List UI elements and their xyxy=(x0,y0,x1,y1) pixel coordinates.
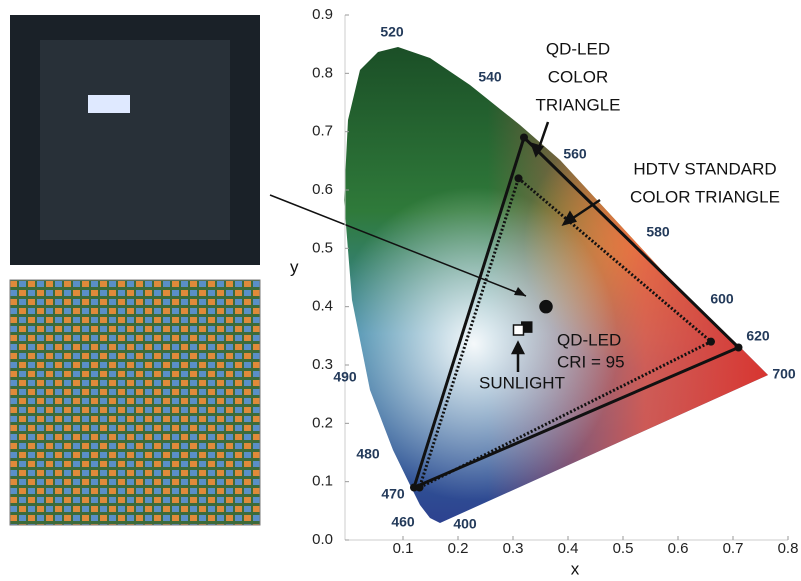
wavelength-label: 580 xyxy=(646,224,670,240)
wavelength-label: 700 xyxy=(772,366,796,382)
point xyxy=(540,301,552,313)
y-tick-label: 0.4 xyxy=(312,298,333,315)
x-tick-label: 0.2 xyxy=(448,540,469,557)
triangle-vertex xyxy=(520,134,528,142)
wavelength-label: 620 xyxy=(746,328,770,344)
pixel-photo xyxy=(10,280,260,525)
y-tick-label: 0.9 xyxy=(312,6,333,23)
wavelength-label: 490 xyxy=(333,369,357,385)
y-tick-label: 0.6 xyxy=(312,181,333,198)
x-tick-label: 0.1 xyxy=(393,540,414,557)
x-axis-label: x xyxy=(571,559,580,578)
wavelength-label: 600 xyxy=(710,291,734,307)
figure: y x 0.0 0.1 0.2 0.3 0.4 0.5 0.6 0.7 0.8 0.9 0.1 0.2… xyxy=(0,0,801,581)
annotation: COLOR xyxy=(548,67,608,86)
y-tick-label: 0.2 xyxy=(312,414,333,431)
device-light xyxy=(88,95,130,113)
device-body xyxy=(40,40,230,240)
annotation: SUNLIGHT xyxy=(479,373,565,392)
y-tick-label: 0.1 xyxy=(312,473,333,490)
y-tick-label: 0.7 xyxy=(312,123,333,140)
x-tick-label: 0.3 xyxy=(503,540,524,557)
wavelength-label: 560 xyxy=(563,146,587,162)
triangle-vertex xyxy=(735,344,743,352)
wavelength-label: 400 xyxy=(453,516,477,532)
y-tick-label: 0.0 xyxy=(312,531,333,548)
x-tick-label: 0.5 xyxy=(613,540,634,557)
annotation: COLOR TRIANGLE xyxy=(630,187,780,206)
x-tick-label: 0.7 xyxy=(723,540,744,557)
point xyxy=(514,325,524,335)
x-tick-label: 0.6 xyxy=(668,540,689,557)
y-tick-label: 0.5 xyxy=(312,239,333,256)
wavelength-label: 540 xyxy=(478,69,502,85)
triangle-vertex xyxy=(707,338,715,346)
wavelength-label: 470 xyxy=(381,486,405,502)
annotation: CRI = 95 xyxy=(557,352,625,371)
triangle-vertex xyxy=(515,174,523,182)
wavelength-label: 520 xyxy=(380,24,404,40)
annotation: HDTV STANDARD xyxy=(633,159,776,178)
wavelength-label: 480 xyxy=(356,446,380,462)
x-tick-label: 0.8 xyxy=(778,540,799,557)
y-tick-label: 0.3 xyxy=(312,356,333,373)
y-tick-label: 0.8 xyxy=(312,64,333,81)
wavelength-label: 460 xyxy=(391,514,415,530)
annotation: TRIANGLE xyxy=(535,95,620,114)
triangle-vertex xyxy=(416,484,424,492)
annotation: QD-LED xyxy=(557,330,621,349)
annotation: QD-LED xyxy=(546,39,610,58)
x-tick-label: 0.4 xyxy=(558,540,579,557)
y-axis-label: y xyxy=(290,257,299,276)
